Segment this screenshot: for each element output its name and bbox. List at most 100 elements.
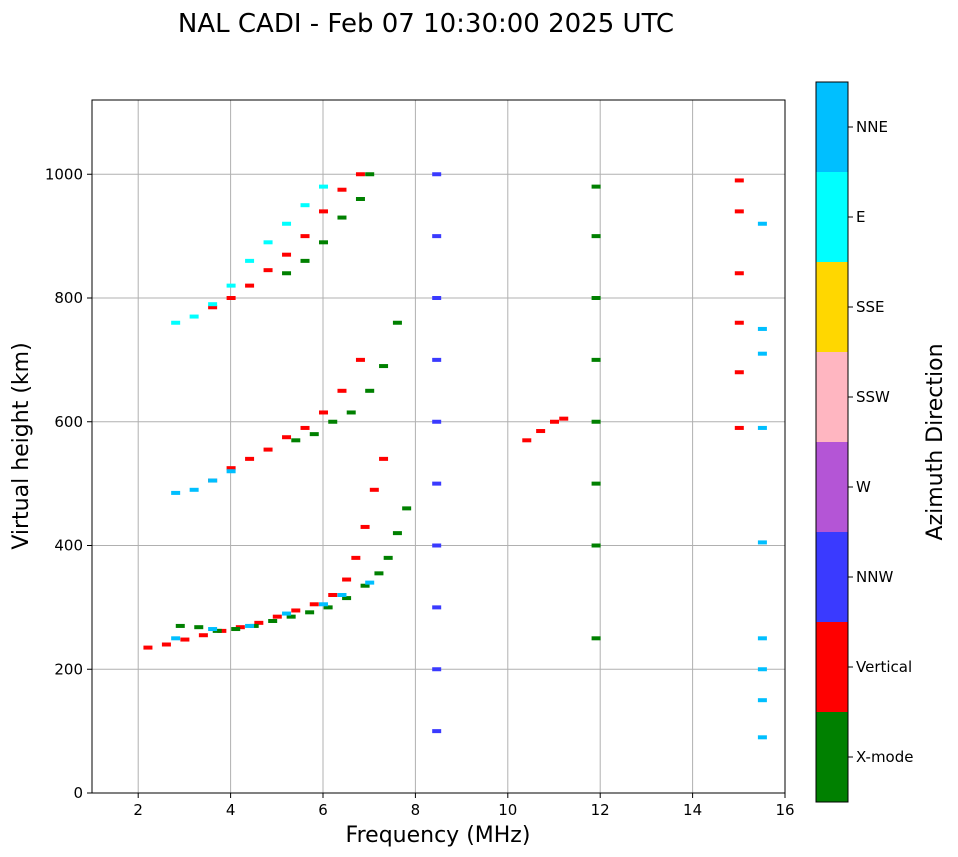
data-point bbox=[189, 487, 199, 492]
data-point bbox=[309, 602, 319, 607]
colorbar-segment bbox=[816, 532, 848, 622]
series-5 bbox=[171, 469, 236, 495]
data-point bbox=[337, 215, 347, 220]
data-point bbox=[189, 314, 199, 319]
data-point bbox=[432, 543, 442, 548]
data-point bbox=[309, 432, 319, 437]
series-3 bbox=[208, 357, 365, 483]
data-point bbox=[300, 258, 310, 263]
series-9 bbox=[522, 416, 569, 443]
data-point bbox=[757, 698, 767, 703]
data-point bbox=[226, 466, 236, 471]
data-point bbox=[346, 410, 356, 415]
x-ticks: 2 4 6 8 10 12 14 16 bbox=[133, 793, 795, 819]
data-point bbox=[272, 614, 282, 619]
data-point bbox=[402, 506, 412, 511]
grid bbox=[92, 100, 786, 794]
data-point bbox=[522, 438, 532, 443]
data-point bbox=[263, 268, 273, 273]
data-point bbox=[591, 357, 601, 362]
data-point bbox=[355, 197, 365, 201]
colorbar-label: Azimuth Direction bbox=[923, 343, 948, 540]
data-point bbox=[355, 172, 365, 177]
x-tick-label: 6 bbox=[318, 801, 328, 819]
data-point bbox=[734, 320, 744, 325]
data-point bbox=[591, 296, 601, 300]
data-point bbox=[282, 221, 292, 226]
colorbar-segment bbox=[816, 82, 848, 172]
data-point bbox=[432, 481, 442, 486]
data-point bbox=[208, 305, 218, 310]
x-tick-label: 12 bbox=[591, 801, 610, 819]
data-point bbox=[263, 447, 273, 452]
data-point bbox=[300, 234, 310, 239]
colorbar-frame bbox=[815, 81, 849, 803]
y-tick-label: 600 bbox=[54, 413, 83, 431]
data-point bbox=[291, 608, 301, 613]
x-tick-label: 2 bbox=[133, 801, 143, 819]
data-point bbox=[591, 636, 601, 641]
data-point bbox=[208, 627, 218, 632]
data-point bbox=[319, 410, 328, 415]
data-point bbox=[757, 735, 767, 740]
data-point bbox=[171, 490, 181, 495]
data-point bbox=[226, 469, 236, 474]
data-point bbox=[365, 388, 375, 393]
data-point bbox=[734, 271, 744, 276]
data-point bbox=[245, 283, 255, 288]
data-point bbox=[254, 620, 264, 625]
data-point bbox=[351, 555, 361, 560]
x-tick-label: 4 bbox=[226, 801, 236, 819]
data-point bbox=[217, 628, 227, 633]
colorbar-tick-label: Vertical bbox=[856, 658, 912, 676]
data-point bbox=[282, 435, 292, 440]
data-point bbox=[757, 667, 767, 672]
series-13 bbox=[757, 221, 767, 740]
y-tick-label: 800 bbox=[54, 289, 83, 307]
series-12 bbox=[734, 178, 744, 430]
series-0 bbox=[143, 456, 389, 650]
colorbar-tick-label: NNW bbox=[856, 568, 893, 586]
colorbar-segment bbox=[816, 352, 848, 442]
data-point bbox=[432, 172, 442, 177]
data-point bbox=[360, 524, 370, 529]
data-point bbox=[171, 636, 181, 641]
colorbar-tick-label: W bbox=[856, 478, 871, 496]
data-point bbox=[432, 419, 442, 424]
data-point bbox=[757, 636, 767, 641]
data-point bbox=[757, 221, 767, 226]
data-point bbox=[319, 602, 328, 607]
data-marks bbox=[143, 172, 767, 740]
colorbar-segment bbox=[816, 712, 848, 802]
data-point bbox=[323, 605, 333, 610]
data-point bbox=[757, 326, 767, 331]
data-point bbox=[342, 577, 352, 582]
data-point bbox=[360, 583, 370, 588]
data-point bbox=[432, 357, 442, 362]
data-point bbox=[328, 419, 338, 424]
series-4 bbox=[291, 320, 402, 443]
data-point bbox=[235, 625, 245, 630]
x-tick-label: 16 bbox=[775, 801, 794, 819]
data-point bbox=[591, 184, 601, 189]
chart-title: NAL CADI - Feb 07 10:30:00 2025 UTC bbox=[178, 9, 674, 39]
y-ticks: 0 200 400 600 800 1000 bbox=[45, 165, 92, 802]
data-point bbox=[226, 283, 236, 288]
data-point bbox=[365, 580, 375, 585]
data-point bbox=[268, 618, 278, 623]
data-point bbox=[559, 416, 569, 421]
colorbar-segment bbox=[816, 172, 848, 262]
series-8 bbox=[171, 184, 328, 325]
x-tick-label: 8 bbox=[411, 801, 421, 819]
data-point bbox=[432, 667, 442, 672]
data-point bbox=[591, 481, 601, 486]
series-1 bbox=[175, 506, 412, 633]
data-point bbox=[328, 593, 338, 597]
series-10 bbox=[432, 172, 442, 734]
data-point bbox=[379, 364, 389, 369]
data-point bbox=[291, 438, 301, 443]
data-point bbox=[337, 388, 347, 393]
x-tick-label: 10 bbox=[498, 801, 517, 819]
data-point bbox=[245, 623, 255, 628]
colorbar: X-mode Vertical NNW W SSW SSE E NNE bbox=[815, 81, 913, 803]
